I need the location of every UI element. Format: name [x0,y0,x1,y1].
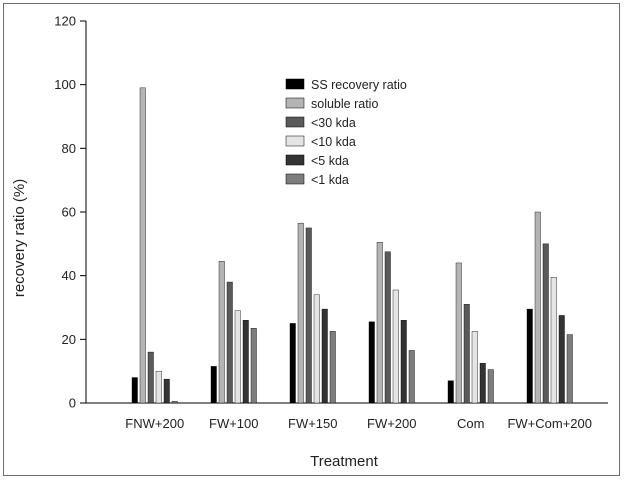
legend-label: <10 kda [311,135,356,149]
bar-com-1 [455,262,462,404]
bar-com-4 [479,363,486,404]
x-tick-label: FW+200 [367,416,417,431]
bar-fw-com-200-3 [550,277,557,404]
bar-fw-200-2 [384,251,391,404]
bar-fw-100-5 [250,327,257,404]
bar-fnw-200-0 [131,377,138,404]
y-tick-label: 100 [54,77,76,92]
x-tick-label: FW+150 [288,416,338,431]
bars [131,87,573,404]
bar-fw-100-2 [226,281,233,404]
bar-fw-100-1 [218,261,225,404]
y-axis-title: recovery ratio (%) [11,179,28,297]
y-tick-label: 120 [54,14,76,29]
bar-fw-com-200-2 [542,243,549,404]
bar-fw-com-200-5 [566,334,573,404]
x-tick-label: FW+100 [209,416,259,431]
bar-com-3 [471,331,478,404]
bar-fnw-200-5 [171,401,178,404]
bar-fw-200-0 [368,321,375,404]
legend: SS recovery ratio soluble ratio <30 kda <10… [285,78,407,187]
bar-fw-com-200-1 [534,211,541,404]
bar-fw-200-1 [376,242,383,404]
bar-fw-150-5 [329,331,336,404]
y-tick-label: 60 [62,205,76,220]
bar-fw-150-3 [313,294,320,404]
bar-fw-150-1 [297,222,304,404]
bar-fw-200-3 [392,289,399,404]
bar-fw-com-200-0 [526,308,533,404]
y-tick-label: 80 [62,141,76,156]
y-tick-label: 0 [69,396,76,411]
bar-fw-150-4 [321,308,328,404]
y-ticks: 0 20 40 60 80 100 120 [54,14,86,411]
bar-fw-100-0 [210,366,217,404]
bar-fw-200-4 [400,320,407,404]
legend-swatch [285,97,305,109]
bar-com-0 [447,380,454,404]
bar-fw-200-5 [408,350,415,404]
legend-swatch [285,116,305,128]
x-ticks: FNW+200 FW+100 FW+150 FW+200 Com FW+Com+200 [125,416,592,431]
bar-fw-100-4 [242,320,249,404]
bar-fnw-200-4 [163,378,170,404]
x-axis-title: Treatment [310,453,379,470]
legend-swatch [285,154,305,166]
bar-fw-100-3 [234,310,241,404]
bar-fw-150-2 [305,227,312,404]
x-tick-label: FW+Com+200 [507,416,592,431]
y-tick-label: 40 [62,268,76,283]
legend-label: <1 kda [311,173,349,187]
legend-label: SS recovery ratio [311,78,407,92]
legend-swatch [285,135,305,147]
bar-fnw-200-1 [139,87,146,404]
bar-fnw-200-2 [147,351,154,404]
legend-swatch [285,78,305,90]
legend-label: soluble ratio [311,97,378,111]
legend-label: <5 kda [311,154,349,168]
bar-com-5 [487,369,494,404]
bar-com-2 [463,304,470,404]
bar-fnw-200-3 [155,370,162,404]
y-tick-label: 20 [62,332,76,347]
bar-fw-com-200-4 [558,315,565,404]
x-tick-label: Com [457,416,484,431]
x-tick-label: FNW+200 [125,416,184,431]
bar-fw-150-0 [289,323,296,404]
legend-label: <30 kda [311,116,356,130]
legend-swatch [285,173,305,185]
